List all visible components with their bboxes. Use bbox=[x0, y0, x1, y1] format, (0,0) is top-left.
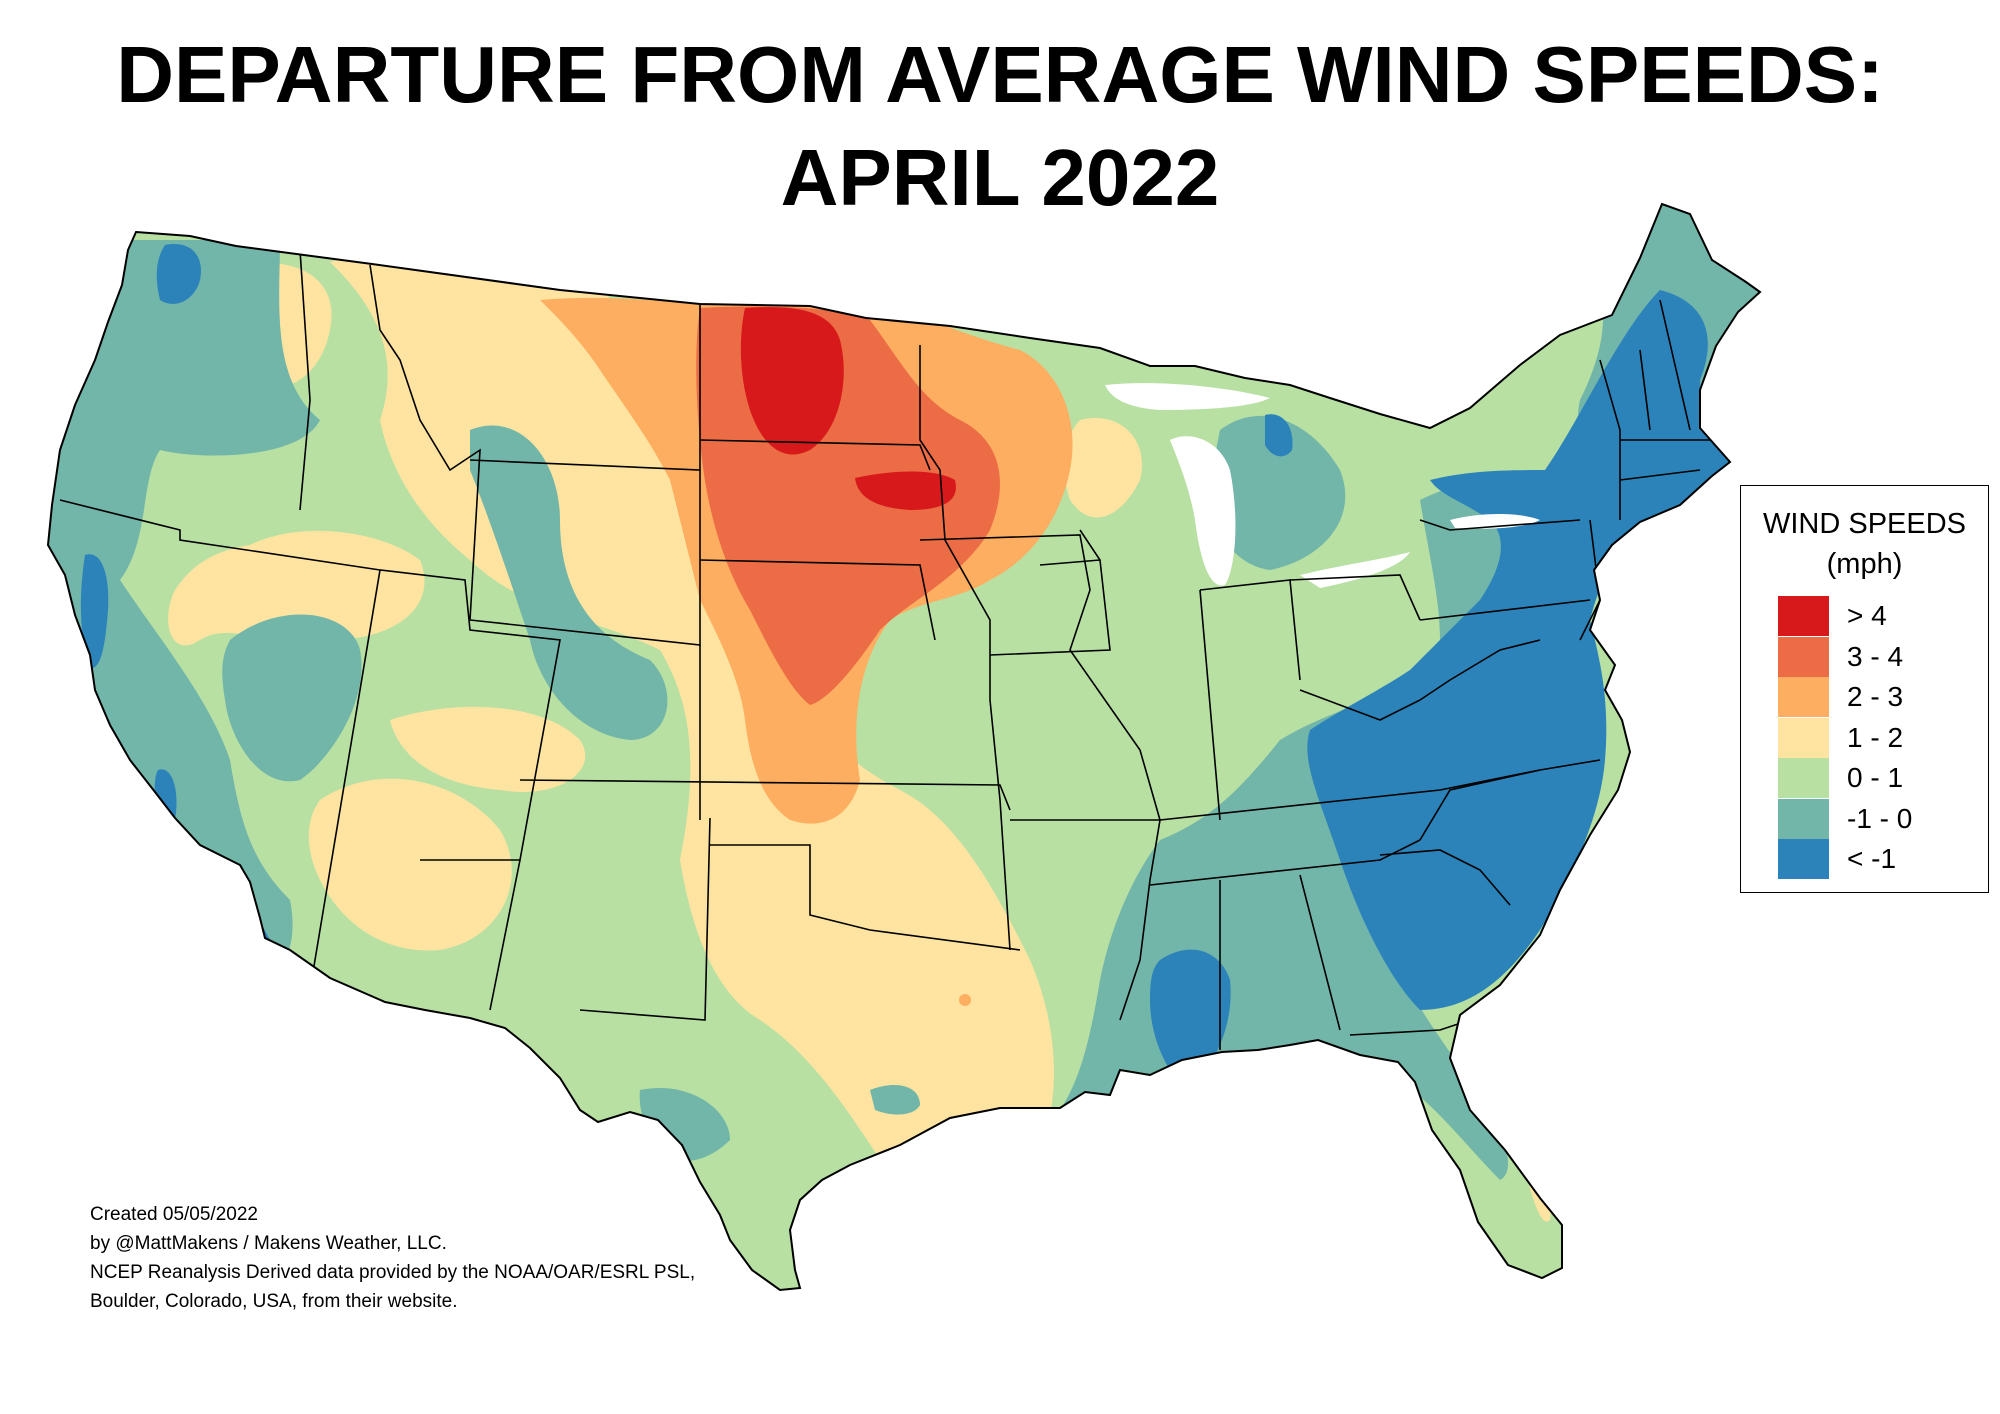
legend-label: < -1 bbox=[1847, 843, 1897, 875]
border-indiana-west bbox=[1199, 589, 1221, 821]
border-iowa-illinois bbox=[919, 534, 1161, 821]
lake-michigan bbox=[1170, 436, 1236, 586]
zone-2-3-texas-spot bbox=[959, 994, 971, 1006]
legend-label: 3 - 4 bbox=[1847, 640, 1904, 672]
credits-line-1: Created 05/05/2022 bbox=[90, 1204, 258, 1225]
map-title-line-2: APRIL 2022 bbox=[780, 133, 1220, 222]
border-nevada-utah bbox=[379, 569, 561, 861]
legend-items: > 4 3 - 4 2 - 3 1 - 2 0 - 1 -1 - 0 < -1 bbox=[1778, 596, 1912, 880]
border-vermont-ny bbox=[1599, 359, 1621, 520]
border-wisconsin-illinois bbox=[1039, 559, 1101, 566]
map-title-line-1: DEPARTURE FROM AVERAGE WIND SPEEDS: bbox=[116, 30, 1884, 119]
zone-neg1-0-michigan bbox=[1209, 415, 1346, 570]
legend-item: 3 - 4 bbox=[1778, 636, 1912, 678]
zone-lt-neg1-puget-sound bbox=[156, 244, 201, 304]
legend-label: 1 - 2 bbox=[1847, 721, 1904, 753]
border-carolinas bbox=[1379, 849, 1511, 906]
border-ny-pa bbox=[1419, 519, 1581, 531]
legend-swatch bbox=[1778, 677, 1829, 718]
legend-swatch bbox=[1778, 717, 1829, 758]
legend-swatch bbox=[1778, 636, 1829, 677]
border-arkansas bbox=[1010, 819, 1161, 1021]
legend-swatch bbox=[1778, 839, 1829, 880]
legend-label: 2 - 3 bbox=[1847, 681, 1904, 713]
zone-lt-neg1-michigan-spot bbox=[1265, 414, 1293, 457]
map-legend: WIND SPEEDS (mph) > 4 3 - 4 2 - 3 1 - 2 0 - … bbox=[1740, 485, 1989, 893]
border-ct-mass bbox=[1619, 469, 1701, 481]
border-minnesota-iowa-missouri bbox=[919, 345, 1011, 951]
legend-title: WIND SPEEDS (mph) bbox=[1741, 504, 1988, 584]
zone-gt-4-north-dakota bbox=[740, 307, 844, 455]
zone-lt-neg1-north-california bbox=[80, 554, 109, 669]
border-sd-nebraska bbox=[699, 559, 936, 641]
border-pennsylvania-south bbox=[1419, 599, 1591, 621]
border-oklahoma-texas bbox=[710, 844, 1021, 951]
border-nc-virginia bbox=[1419, 759, 1601, 841]
anomaly-fill-layer bbox=[48, 204, 1760, 1290]
border-tennessee-south bbox=[1149, 839, 1421, 886]
credits-line-4: Boulder, Colorado, USA, from their websi… bbox=[90, 1291, 458, 1312]
border-idaho-west bbox=[299, 249, 311, 511]
zone-gt-4-minnesota bbox=[855, 471, 956, 510]
legend-item: 2 - 3 bbox=[1778, 677, 1912, 718]
state-borders bbox=[59, 249, 1710, 1050]
legend-item: 0 - 1 bbox=[1778, 758, 1912, 799]
border-ohio-kentucky bbox=[1299, 689, 1421, 721]
legend-swatch bbox=[1778, 798, 1829, 839]
zone-neg1-0-wyoming-colorado bbox=[470, 425, 668, 740]
legend-label: > 4 bbox=[1847, 600, 1887, 632]
border-colorado-oklahoma bbox=[519, 779, 1011, 811]
zone-2-3-south-texas bbox=[819, 1210, 910, 1284]
credits-line-2: by @MattMakens / Makens Weather, LLC. bbox=[90, 1233, 447, 1254]
zone-lt-neg1-east bbox=[1307, 290, 1735, 1010]
legend-title-line-1: WIND SPEEDS bbox=[1762, 508, 1967, 540]
legend-swatch bbox=[1778, 758, 1829, 799]
credits-block: Created 05/05/2022 by @MattMakens / Make… bbox=[90, 1200, 695, 1316]
border-nd-sd bbox=[699, 439, 931, 471]
border-idaho-montana bbox=[369, 264, 481, 621]
border-arizona-newmexico bbox=[489, 859, 521, 1011]
lake-superior bbox=[1105, 383, 1270, 410]
legend-swatch bbox=[1778, 596, 1829, 637]
zone-neg1-0-nevada bbox=[222, 614, 362, 782]
zone-1-2-wisconsin bbox=[1064, 418, 1142, 518]
border-ohio-north bbox=[1289, 574, 1421, 621]
legend-item: -1 - 0 bbox=[1778, 798, 1913, 840]
border-vermont-nh bbox=[1639, 349, 1651, 431]
zone-neg1-0-texas-spot bbox=[870, 1085, 920, 1115]
legend-item: < -1 bbox=[1778, 839, 1912, 880]
zone-1-2-nevada bbox=[168, 530, 425, 646]
border-california-nevada bbox=[59, 499, 381, 991]
border-iowa-south bbox=[989, 529, 1111, 656]
legend-label: 0 - 1 bbox=[1847, 762, 1904, 794]
legend-label: -1 - 0 bbox=[1847, 802, 1913, 834]
border-alabama-georgia bbox=[1299, 874, 1341, 1031]
border-newmexico-texas bbox=[579, 817, 711, 1021]
border-virginia-wv bbox=[1419, 639, 1541, 701]
legend-item: > 4 bbox=[1778, 596, 1912, 637]
zone-1-2-arizona bbox=[308, 778, 512, 951]
border-nh-maine bbox=[1659, 299, 1691, 431]
legend-item: 1 - 2 bbox=[1778, 717, 1912, 759]
zone-gt-4-areas bbox=[740, 307, 956, 510]
legend-title-line-2: (mph) bbox=[1826, 548, 1903, 580]
credits-line-3: NCEP Reanalysis Derived data provided by… bbox=[90, 1262, 696, 1283]
